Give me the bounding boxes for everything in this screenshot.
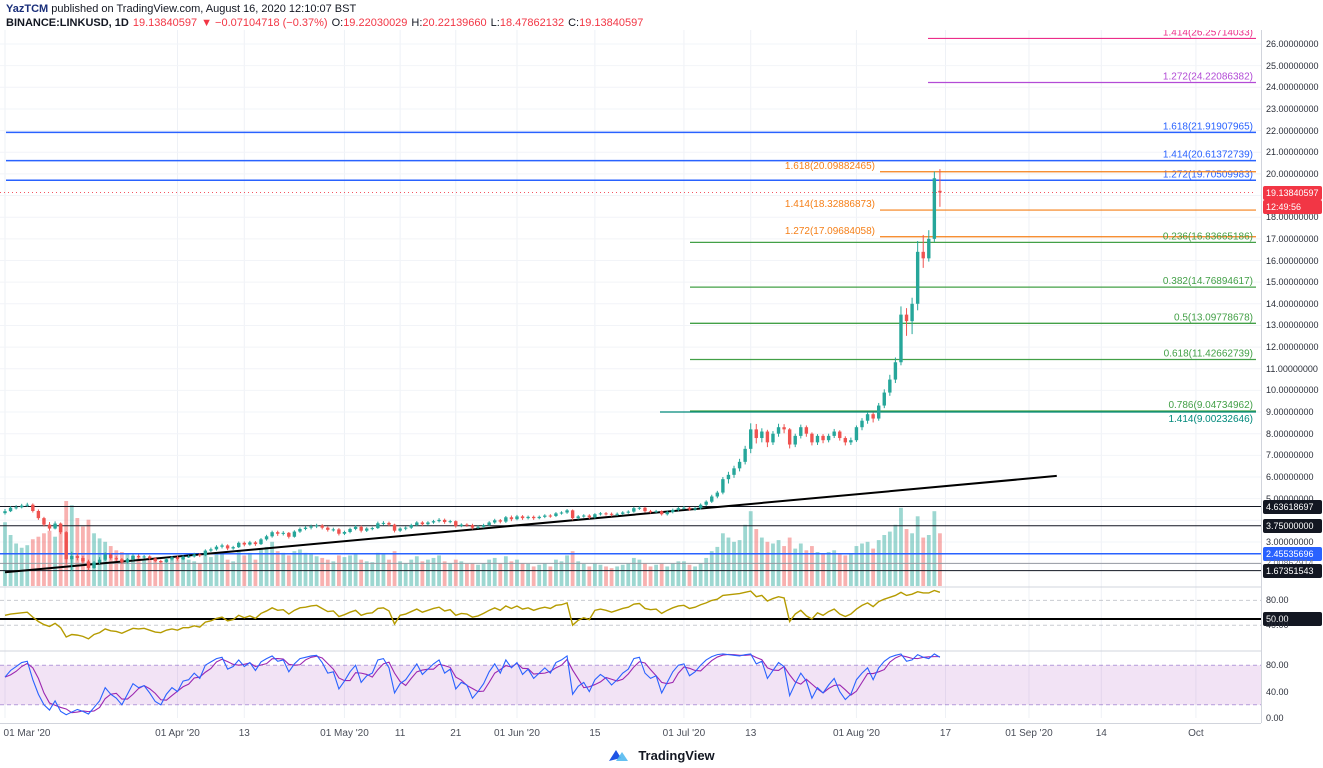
header: YazTCM published on TradingView.com, Aug… bbox=[0, 0, 1323, 30]
price-axis-badge: 19.13840597 bbox=[1263, 185, 1322, 200]
high-value: 20.22139660 bbox=[422, 17, 487, 29]
time-axis-label: 01 Aug '20 bbox=[832, 728, 880, 739]
time-axis-label: 14 bbox=[1095, 728, 1107, 739]
rsi-axis-label: 40.00 bbox=[1266, 620, 1289, 631]
svg-text:0.786(9.04734962): 0.786(9.04734962) bbox=[1168, 400, 1253, 411]
time-axis-label: 01 Sep '20 bbox=[1005, 728, 1053, 739]
open-label: O: bbox=[331, 17, 344, 29]
pane-separators bbox=[0, 586, 1261, 652]
time-axis-label: 01 Apr '20 bbox=[155, 728, 200, 739]
stoch-axis-label: 80.00 bbox=[1266, 660, 1289, 671]
symbol-info-line: BINANCE:LINKUSD, 1D 19.13840597 ▼ −0.07104… bbox=[6, 17, 1323, 30]
svg-text:1.414(26.25714033): 1.414(26.25714033) bbox=[1163, 30, 1253, 38]
price-axis-label: 25.00000000 bbox=[1266, 60, 1319, 71]
svg-text:0.236(16.83665186): 0.236(16.83665186) bbox=[1163, 231, 1253, 242]
stoch-lines bbox=[4, 653, 941, 716]
price-axis-label: 15.00000000 bbox=[1266, 277, 1319, 288]
close-label: C: bbox=[568, 17, 580, 29]
high-label: H: bbox=[411, 17, 423, 29]
chart-area[interactable]: 1.414(26.25714033) 1.272(24.22086382) 1.61… bbox=[0, 30, 1261, 723]
fib-layer: 1.414(26.25714033) 1.272(24.22086382) 1.61… bbox=[6, 30, 1256, 425]
price-axis-badge: 3.75000000 bbox=[1263, 518, 1322, 533]
svg-text:1.272(17.09684058): 1.272(17.09684058) bbox=[785, 226, 875, 237]
rsi-axis-label: 80.00 bbox=[1266, 595, 1289, 606]
grid-layer bbox=[0, 30, 1261, 718]
price-axis-label: 21.00000000 bbox=[1266, 147, 1319, 158]
price-axis-label: 20.00000000 bbox=[1266, 168, 1319, 179]
svg-text:1.414(20.61372739): 1.414(20.61372739) bbox=[1163, 150, 1253, 161]
symbol-title[interactable]: BINANCE:LINKUSD, 1D bbox=[6, 17, 129, 29]
svg-text:1.414(9.00232646): 1.414(9.00232646) bbox=[1168, 414, 1253, 425]
low-label: L: bbox=[490, 17, 500, 29]
price-axis-level-label: 2.00862914 bbox=[1266, 558, 1314, 568]
price-axis-label: 26.00000000 bbox=[1266, 39, 1319, 49]
svg-text:0.5(13.09778678): 0.5(13.09778678) bbox=[1174, 312, 1253, 323]
author-name[interactable]: YazTCM bbox=[6, 3, 49, 15]
brand-name[interactable]: TradingView bbox=[638, 747, 715, 763]
price-axis-label: 16.00000000 bbox=[1266, 255, 1319, 266]
price-axis-label: 23.00000000 bbox=[1266, 103, 1319, 114]
svg-text:0.382(14.76894617): 0.382(14.76894617) bbox=[1163, 276, 1253, 287]
time-axis-label: Oct bbox=[1188, 728, 1204, 739]
price-axis-label: 12.00000000 bbox=[1266, 342, 1319, 353]
svg-text:0.618(11.42662739): 0.618(11.42662739) bbox=[1164, 349, 1253, 360]
price-axis-badge: 1.67351543 bbox=[1263, 563, 1322, 578]
price-axis-label: 17.00000000 bbox=[1266, 233, 1319, 244]
price-axis-label: 8.00000000 bbox=[1266, 428, 1314, 439]
price-axis-label: 7.00000000 bbox=[1266, 450, 1314, 461]
price-axis-label: 14.00000000 bbox=[1266, 298, 1319, 309]
footer: TradingView bbox=[0, 742, 1323, 768]
candles-layer bbox=[3, 169, 942, 571]
countdown-badge: 12:49:56 bbox=[1263, 199, 1322, 214]
price-axis[interactable]: 26.00000000 25.00000000 24.00000000 23.0000… bbox=[1261, 30, 1323, 723]
time-axis-label: 01 Jul '20 bbox=[662, 728, 706, 739]
stoch-axis-label: 40.00 bbox=[1266, 686, 1289, 697]
svg-text:1.618(21.91907965): 1.618(21.91907965) bbox=[1163, 121, 1253, 132]
time-axis-label: 11 bbox=[394, 728, 406, 739]
tradingview-logo[interactable] bbox=[608, 747, 632, 764]
time-axis-label: 15 bbox=[589, 728, 601, 739]
time-axis-label: 13 bbox=[238, 728, 250, 739]
price-axis-label: 10.00000000 bbox=[1266, 385, 1319, 396]
time-axis-label: 21 bbox=[450, 728, 462, 739]
price-axis-label: 11.00000000 bbox=[1266, 363, 1318, 374]
time-axis-label: 01 May '20 bbox=[320, 728, 369, 739]
time-axis[interactable]: 01 Mar '20 01 Apr '20 13 01 May '20 11 21 01 J… bbox=[0, 723, 1261, 742]
price-axis-label: 18.00000000 bbox=[1266, 212, 1319, 223]
svg-text:1.618(20.09882465): 1.618(20.09882465) bbox=[785, 161, 875, 172]
trend-line bbox=[4, 474, 1057, 574]
svg-text:1.414(18.32886873): 1.414(18.32886873) bbox=[785, 199, 875, 210]
last-price: 19.13840597 bbox=[132, 17, 198, 29]
rsi-bands bbox=[0, 599, 1261, 626]
price-axis-label: 22.00000000 bbox=[1266, 125, 1319, 136]
price-axis-label: 9.00000000 bbox=[1266, 407, 1314, 418]
price-axis-label: 6.00000000 bbox=[1266, 472, 1314, 482]
open-value: 19.22030029 bbox=[343, 17, 408, 29]
published-byline: YazTCM published on TradingView.com, Aug… bbox=[6, 3, 1323, 16]
rsi-line bbox=[0, 589, 1261, 640]
time-axis-label: 13 bbox=[745, 728, 757, 739]
svg-text:1.272(24.22086382): 1.272(24.22086382) bbox=[1163, 72, 1253, 83]
published-text: published on TradingView.com, August 16,… bbox=[48, 3, 357, 15]
price-axis-badge: 2.45535696 bbox=[1263, 546, 1322, 561]
volume-layer bbox=[3, 501, 942, 586]
price-axis-label: 24.00000000 bbox=[1266, 82, 1319, 93]
rsi-level-badge: 50.00 bbox=[1263, 612, 1322, 626]
price-change: ▼ −0.07104718 (−0.37%) bbox=[201, 17, 328, 29]
price-axis-badge: 4.63618697 bbox=[1263, 499, 1322, 514]
chart-canvas[interactable]: 1.414(26.25714033) 1.272(24.22086382) 1.61… bbox=[0, 30, 1261, 723]
price-axis-label: 13.00000000 bbox=[1266, 320, 1319, 331]
low-value: 18.47862132 bbox=[499, 17, 565, 29]
time-axis-label: 17 bbox=[939, 728, 952, 739]
price-axis-label: 5.00000000 bbox=[1266, 494, 1314, 504]
svg-text:1.272(19.70509983): 1.272(19.70509983) bbox=[1163, 169, 1253, 180]
stoch-axis-label: 0.00 bbox=[1266, 713, 1284, 723]
time-axis-label: 01 Jun '20 bbox=[494, 728, 540, 739]
close-value: 19.13840597 bbox=[579, 17, 644, 29]
price-axis-label: 3.00000000 bbox=[1266, 536, 1314, 547]
time-axis-label: 01 Mar '20 bbox=[3, 728, 51, 739]
